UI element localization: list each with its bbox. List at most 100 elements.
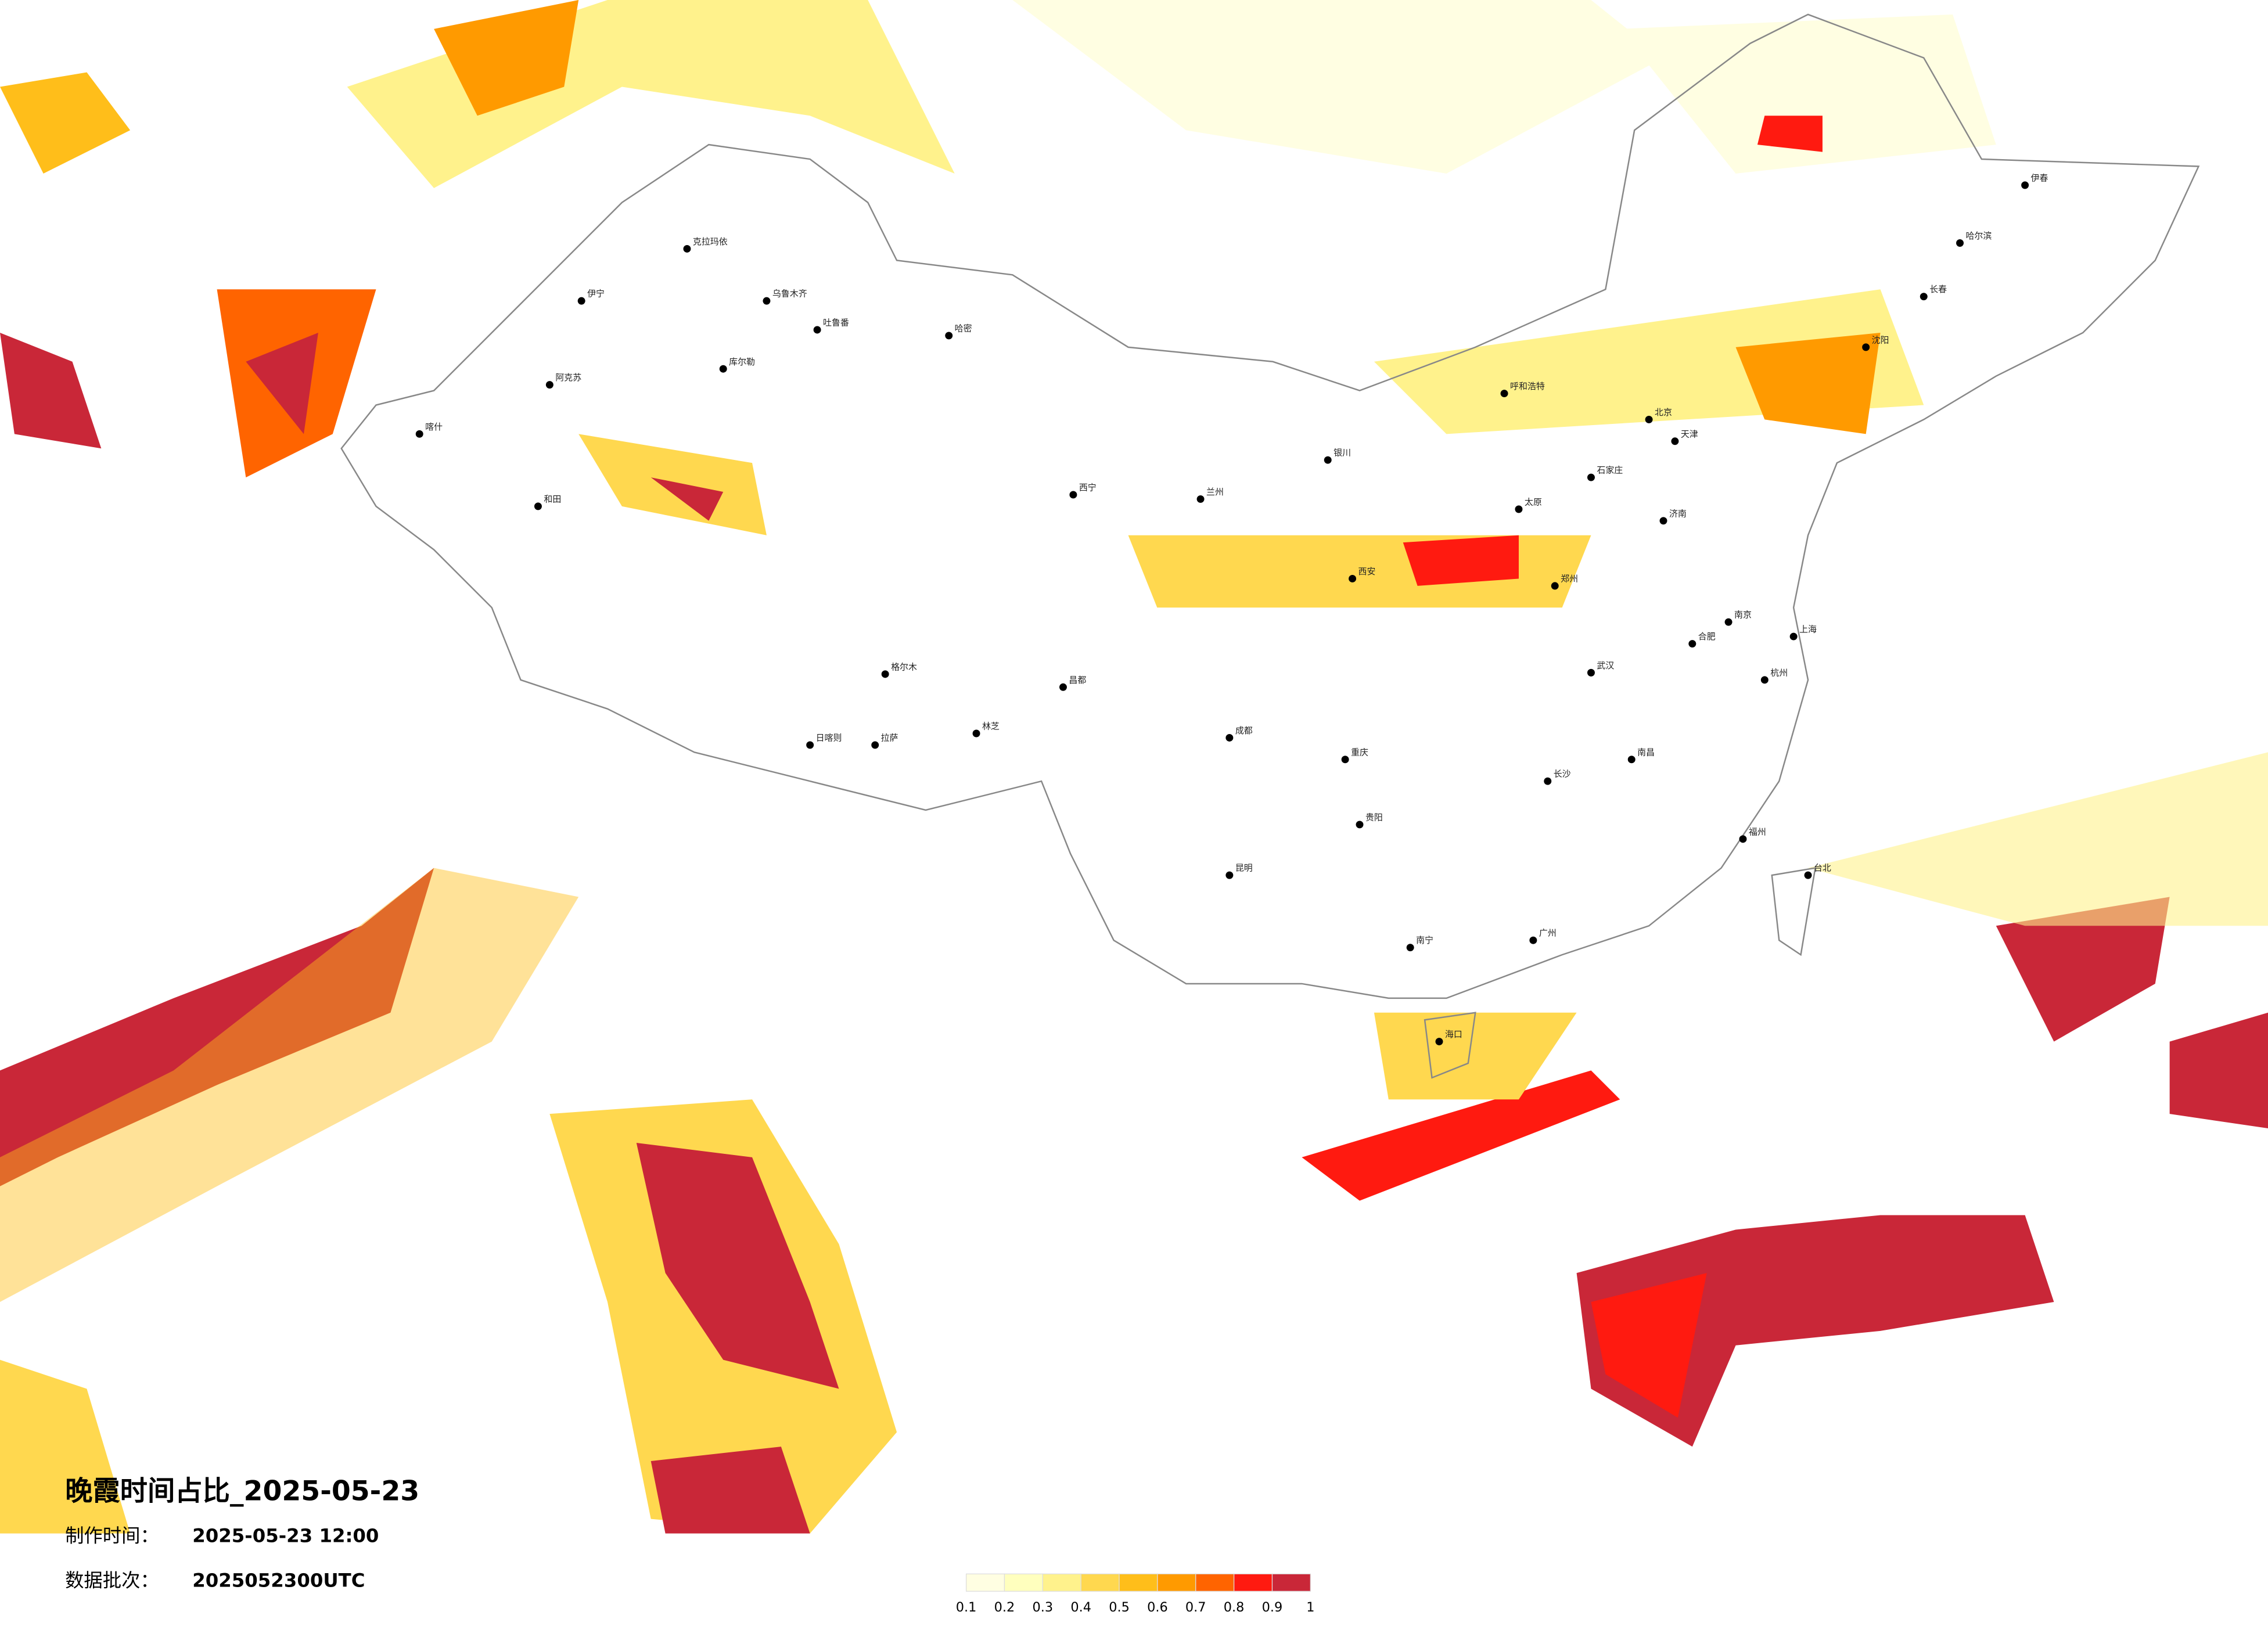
city-dot — [1069, 491, 1077, 499]
city-label: 海口 — [1445, 1029, 1462, 1039]
city-dot — [881, 670, 889, 678]
city-label: 福州 — [1749, 826, 1766, 837]
city-label: 贵阳 — [1365, 812, 1383, 822]
city-label: 库尔勒 — [729, 357, 755, 367]
city-dot — [1920, 293, 1928, 301]
city-label: 伊宁 — [587, 289, 605, 299]
legend-swatch — [1004, 1573, 1043, 1592]
city-dot — [1515, 505, 1523, 513]
city-dot — [871, 741, 879, 749]
city-dot — [1059, 683, 1067, 691]
area — [0, 868, 579, 1302]
city-dot — [545, 381, 553, 389]
city-label: 日喀则 — [816, 732, 842, 743]
legend-swatch — [1271, 1573, 1311, 1592]
city-label: 南昌 — [1637, 747, 1655, 757]
city-label: 沈阳 — [1872, 334, 1889, 345]
city-dot — [1671, 437, 1679, 445]
city-dot — [719, 365, 727, 373]
city-dot — [1627, 756, 1636, 764]
legend-swatch — [1080, 1573, 1120, 1592]
area — [1012, 0, 1663, 174]
city-dot — [945, 332, 953, 340]
city-dot — [1500, 390, 1508, 398]
city-label: 喀什 — [425, 422, 443, 432]
legend-tick: 0.7 — [1185, 1600, 1206, 1615]
area — [1996, 897, 2170, 1042]
city-label: 哈密 — [955, 323, 972, 333]
city-dot — [1760, 676, 1769, 684]
city-label: 昌都 — [1069, 675, 1086, 685]
area — [246, 332, 318, 434]
city-dot — [1804, 871, 1812, 879]
city-dot — [1688, 640, 1696, 648]
area — [1591, 1273, 1707, 1418]
hainan-outline — [1424, 1012, 1476, 1079]
area — [0, 72, 131, 174]
city-label: 济南 — [1669, 508, 1687, 519]
city-label: 伊春 — [2031, 172, 2048, 183]
city-dot — [1225, 733, 1234, 742]
city-label: 广州 — [1539, 928, 1557, 938]
city-dot — [1862, 343, 1870, 351]
city-label: 成都 — [1235, 725, 1253, 736]
city-dot — [683, 244, 691, 253]
city-dot — [1544, 777, 1552, 785]
city-dot — [577, 297, 585, 305]
city-dot — [1789, 632, 1798, 641]
city-dot — [1225, 871, 1234, 879]
city-dot — [813, 326, 821, 334]
made-label: 制作时间： — [65, 1525, 159, 1547]
area — [1620, 14, 1996, 174]
city-dot — [1196, 495, 1205, 503]
city-dot — [415, 430, 423, 438]
city-dot — [1645, 415, 1653, 423]
area — [1576, 1215, 2054, 1447]
city-label: 长沙 — [1554, 769, 1571, 779]
city-dot — [1349, 574, 1357, 582]
legend-tick: 0.1 — [956, 1600, 977, 1615]
batch: 2025052300UTC — [192, 1570, 365, 1592]
city-label: 重庆 — [1351, 747, 1368, 757]
city-label: 银川 — [1334, 448, 1351, 458]
legend-tick: 1 — [1306, 1600, 1314, 1615]
city-dot — [806, 741, 814, 749]
city-label: 台北 — [1814, 863, 1831, 873]
legend-swatch — [965, 1573, 1005, 1592]
legend-swatch — [1195, 1573, 1235, 1592]
city-dot — [1341, 756, 1349, 764]
area — [1374, 1012, 1577, 1100]
legend-tick: 0.2 — [994, 1600, 1015, 1615]
legend-tick: 0.6 — [1147, 1600, 1168, 1615]
city-dot — [972, 729, 980, 738]
city-label: 杭州 — [1770, 667, 1788, 678]
city-label: 昆明 — [1235, 863, 1253, 873]
city-label: 郑州 — [1561, 573, 1578, 584]
area — [636, 1142, 839, 1389]
city-dot — [1724, 618, 1733, 626]
city-label: 天津 — [1681, 429, 1698, 439]
area — [1757, 116, 1823, 152]
city-dot — [534, 502, 542, 510]
city-label: 林芝 — [982, 721, 1000, 732]
area — [0, 868, 434, 1186]
taiwan-outline — [1771, 867, 1817, 956]
city-label: 合肥 — [1698, 631, 1716, 642]
city-label: 武汉 — [1597, 660, 1614, 671]
city-label: 北京 — [1655, 407, 1672, 418]
city-label: 长春 — [1929, 284, 1947, 294]
made-time: 2025-05-23 12:00 — [192, 1525, 379, 1547]
city-label: 西宁 — [1079, 482, 1097, 492]
legend-tick: 0.9 — [1262, 1600, 1283, 1615]
city-label: 太原 — [1525, 497, 1542, 507]
china-outline — [340, 13, 2200, 999]
city-dot — [1956, 239, 1964, 247]
legend-tick: 0.8 — [1224, 1600, 1245, 1615]
area — [434, 0, 579, 116]
city-dot — [1529, 936, 1537, 944]
city-dot — [1551, 582, 1559, 590]
legend-swatch — [1042, 1573, 1081, 1592]
city-dot — [1587, 668, 1595, 677]
city-label: 南京 — [1734, 610, 1752, 620]
city-label: 克拉玛依 — [693, 236, 728, 247]
